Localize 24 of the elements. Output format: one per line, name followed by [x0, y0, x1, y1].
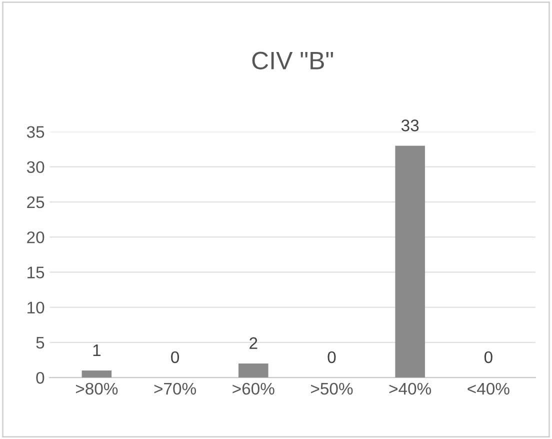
y-tick-label: 0 — [36, 372, 44, 384]
data-label: 0 — [484, 351, 492, 364]
y-tick-label: 35 — [26, 126, 44, 138]
x-tick-label: >70% — [154, 382, 196, 395]
x-tick-label: <40% — [468, 382, 510, 395]
x-tick-label: >40% — [389, 382, 432, 395]
x-tick-label: >80% — [76, 382, 118, 395]
data-label: 2 — [250, 337, 258, 349]
y-tick-label: 5 — [36, 336, 44, 349]
y-tick-label: 25 — [27, 196, 44, 208]
data-label: 33 — [401, 120, 419, 132]
data-label: 0 — [171, 351, 180, 364]
x-tick-label: >50% — [311, 382, 353, 395]
bar — [395, 146, 425, 378]
x-tick-label: >60% — [232, 382, 274, 395]
y-tick-label: 20 — [27, 231, 44, 244]
data-label: 0 — [328, 351, 336, 364]
y-tick-label: 10 — [28, 302, 44, 314]
y-tick-label: 15 — [28, 266, 44, 278]
bar — [82, 370, 112, 378]
data-label: 1 — [93, 344, 101, 356]
y-tick-label: 30 — [26, 161, 44, 174]
chart-title: CIV "B" — [252, 52, 334, 70]
bar — [238, 363, 268, 378]
